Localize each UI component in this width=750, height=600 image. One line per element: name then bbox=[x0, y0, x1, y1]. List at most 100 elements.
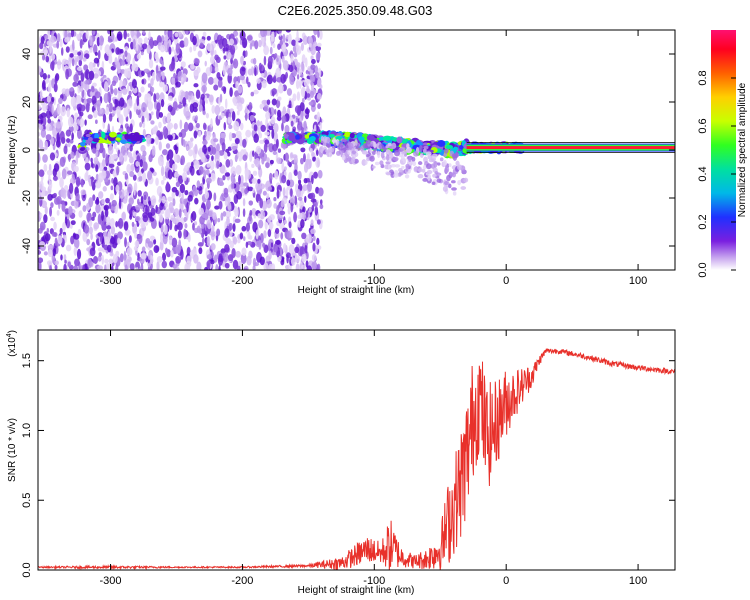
noise-speck bbox=[200, 93, 205, 101]
noise-speck bbox=[209, 55, 215, 64]
noise-speck bbox=[277, 84, 284, 94]
noise-speck bbox=[156, 130, 161, 138]
noise-speck bbox=[198, 130, 202, 138]
tail-speck bbox=[431, 153, 438, 159]
tail-speck bbox=[347, 156, 352, 162]
noise-speck bbox=[124, 264, 128, 270]
noise-speck bbox=[276, 57, 279, 62]
noise-speck bbox=[142, 121, 146, 129]
noise-speck bbox=[257, 178, 261, 184]
noise-speck bbox=[38, 169, 45, 177]
noise-speck bbox=[222, 64, 226, 76]
tail-speck bbox=[417, 167, 423, 173]
noise-speck bbox=[39, 71, 44, 76]
colorbar-gradient bbox=[711, 30, 736, 270]
noise-speck bbox=[178, 175, 184, 185]
noise-speck bbox=[46, 96, 51, 103]
y-tick-label: 0 bbox=[21, 147, 33, 153]
noise-speck bbox=[195, 89, 201, 100]
tail-speck bbox=[432, 173, 437, 178]
tone-band-core bbox=[466, 146, 675, 150]
noise-speck bbox=[174, 32, 179, 38]
noise-speck bbox=[110, 84, 113, 93]
ridge-speck bbox=[133, 132, 140, 137]
noise-speck bbox=[205, 99, 209, 104]
noise-speck bbox=[200, 152, 206, 163]
tail-speck bbox=[369, 155, 375, 162]
noise-speck bbox=[282, 106, 287, 116]
noise-speck bbox=[84, 119, 87, 126]
noise-speck bbox=[259, 198, 264, 209]
noise-speck bbox=[67, 116, 74, 128]
ridge-speck bbox=[115, 137, 121, 141]
noise-speck bbox=[317, 42, 322, 47]
noise-speck bbox=[180, 249, 184, 260]
noise-speck bbox=[106, 225, 112, 230]
tail-speck bbox=[392, 156, 399, 162]
noise-speck bbox=[147, 83, 152, 88]
noise-speck bbox=[309, 90, 315, 99]
noise-speck bbox=[144, 93, 148, 104]
noise-speck bbox=[82, 264, 86, 270]
noise-speck bbox=[127, 151, 133, 158]
noise-speck bbox=[48, 174, 51, 182]
noise-speck bbox=[319, 30, 323, 40]
noise-speck bbox=[188, 141, 194, 149]
noise-speck bbox=[110, 266, 114, 270]
noise-speck bbox=[245, 241, 249, 249]
noise-speck bbox=[143, 194, 147, 201]
noise-speck bbox=[82, 205, 87, 212]
noise-speck bbox=[281, 161, 285, 172]
noise-speck bbox=[240, 55, 244, 65]
noise-speck bbox=[149, 235, 155, 241]
noise-speck bbox=[251, 66, 254, 76]
noise-speck bbox=[192, 107, 198, 113]
noise-speck bbox=[261, 80, 267, 89]
noise-speck bbox=[294, 246, 300, 254]
noise-speck bbox=[316, 111, 321, 123]
noise-speck bbox=[186, 201, 189, 213]
noise-speck bbox=[65, 129, 72, 137]
noise-speck bbox=[76, 248, 82, 260]
y-tick-label: 40 bbox=[21, 48, 33, 60]
noise-speck bbox=[159, 66, 166, 71]
noise-speck bbox=[242, 198, 246, 207]
noise-speck bbox=[177, 230, 182, 239]
noise-speck bbox=[213, 192, 217, 202]
snr-y-axis-label: SNR (10 * v/v) bbox=[7, 418, 18, 482]
noise-speck bbox=[168, 234, 173, 246]
noise-speck bbox=[66, 138, 71, 143]
noise-speck bbox=[224, 262, 230, 269]
noise-speck bbox=[131, 221, 135, 228]
noise-speck bbox=[80, 189, 87, 196]
noise-speck bbox=[240, 253, 247, 265]
noise-speck bbox=[317, 169, 323, 179]
noise-speck bbox=[86, 97, 93, 104]
snr-frame bbox=[37, 329, 676, 571]
noise-speck bbox=[95, 119, 98, 124]
tail-speck bbox=[451, 187, 457, 191]
colorbar-tick-label: 0.0 bbox=[697, 262, 709, 277]
tail-speck bbox=[374, 161, 380, 166]
noise-speck bbox=[236, 190, 243, 200]
noise-speck bbox=[310, 55, 314, 61]
noise-speck bbox=[59, 131, 65, 141]
noise-speck bbox=[38, 139, 44, 150]
tail-speck bbox=[412, 161, 417, 167]
tail-speck bbox=[408, 157, 412, 162]
noise-speck bbox=[205, 199, 211, 210]
noise-speck bbox=[225, 210, 231, 219]
noise-speck bbox=[133, 63, 139, 72]
noise-speck bbox=[266, 193, 270, 199]
noise-speck bbox=[319, 121, 323, 131]
noise-speck bbox=[108, 201, 112, 210]
noise-speck bbox=[62, 189, 67, 200]
tail-speck bbox=[436, 178, 442, 183]
noise-speck bbox=[210, 259, 215, 265]
tail-speck bbox=[385, 172, 392, 176]
noise-speck bbox=[211, 147, 217, 155]
noise-speck bbox=[193, 159, 200, 170]
noise-speck bbox=[285, 187, 289, 198]
noise-speck bbox=[302, 206, 306, 214]
ridge-speck bbox=[344, 131, 351, 137]
